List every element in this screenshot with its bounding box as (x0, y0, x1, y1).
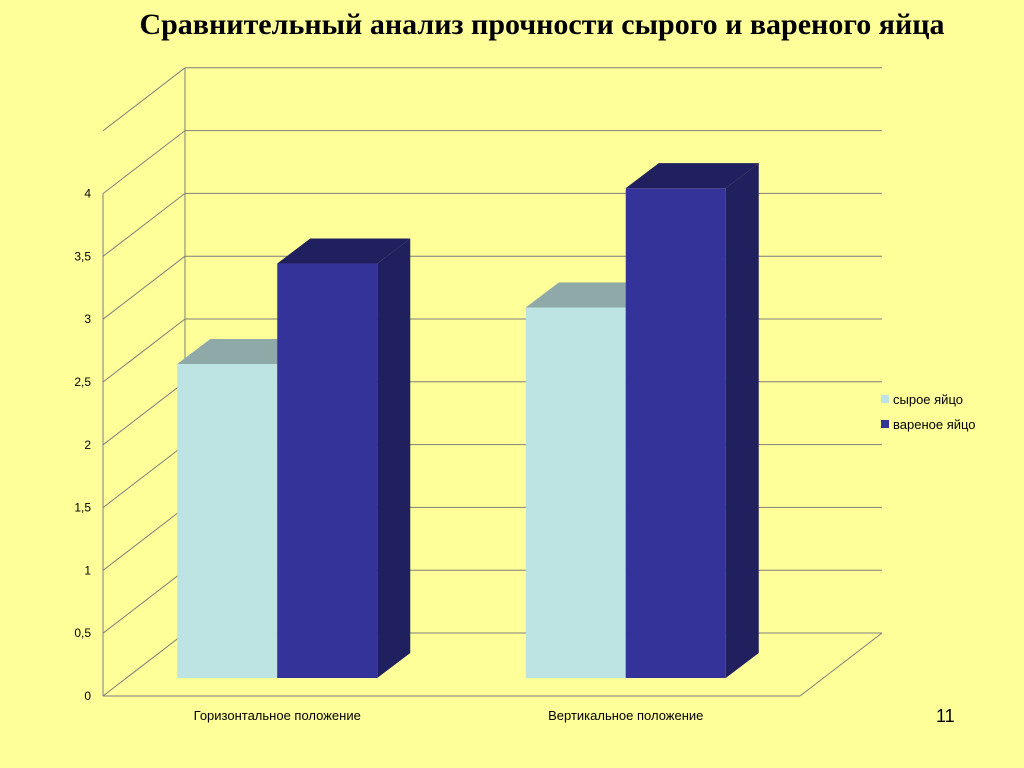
y-tick-label: 1 (84, 563, 91, 577)
floor-right-edge (799, 632, 883, 697)
legend-swatch (881, 420, 889, 428)
bar-side-face (725, 163, 759, 678)
gridline-diagonal (102, 255, 186, 320)
bar-front-face (525, 307, 626, 678)
y-tick-label: 0 (84, 689, 91, 703)
legend-swatch (881, 395, 889, 403)
gridline-diagonal (102, 444, 186, 508)
gridline-diagonal (102, 507, 186, 571)
y-tick-label: 0,5 (74, 626, 91, 640)
y-tick-label: 1,5 (74, 501, 91, 515)
legend: сырое яйцо вареное яйцо (881, 392, 976, 432)
y-tick-label: 3 (84, 312, 91, 326)
bar-side-face (377, 238, 411, 678)
x-category-label: Вертикальное положение (548, 708, 703, 723)
bar-boiled-egg (277, 238, 411, 678)
gridline-diagonal (102, 632, 186, 697)
y-tick-label: 2,5 (74, 375, 91, 389)
bar-top-face (625, 163, 759, 189)
y-tick-label: 4 (84, 187, 91, 201)
gridline-diagonal (102, 67, 186, 132)
gridline-diagonal (102, 130, 186, 194)
y-tick-label: 3,5 (74, 249, 91, 263)
bar-top-face (277, 238, 411, 264)
y-axis: 0 0,5 1 1,5 2 2,5 3 3,5 4 (74, 187, 91, 703)
gridline-diagonal (102, 318, 186, 383)
x-axis-labels: Горизонтальное положение Вертикальное пол… (194, 708, 704, 723)
slide-number: 11 (936, 706, 955, 726)
x-category-label: Горизонтальное положение (194, 708, 361, 723)
gridline-diagonal (102, 381, 186, 446)
y-tick-label: 2 (84, 438, 91, 452)
bar-front-face (625, 188, 726, 678)
legend-label: сырое яйцо (893, 392, 963, 407)
bar-boiled-egg (625, 163, 759, 678)
bar-front-face (177, 364, 278, 678)
bars (177, 163, 759, 678)
bar-top-face (525, 282, 659, 308)
gridline-diagonal (102, 193, 186, 257)
bar-front-face (277, 263, 378, 678)
legend-label: вареное яйцо (893, 417, 976, 432)
slide-title: Сравнительный анализ прочности сырого и … (139, 8, 945, 41)
gridline-diagonal (102, 569, 186, 634)
bar-top-face (177, 339, 311, 364)
